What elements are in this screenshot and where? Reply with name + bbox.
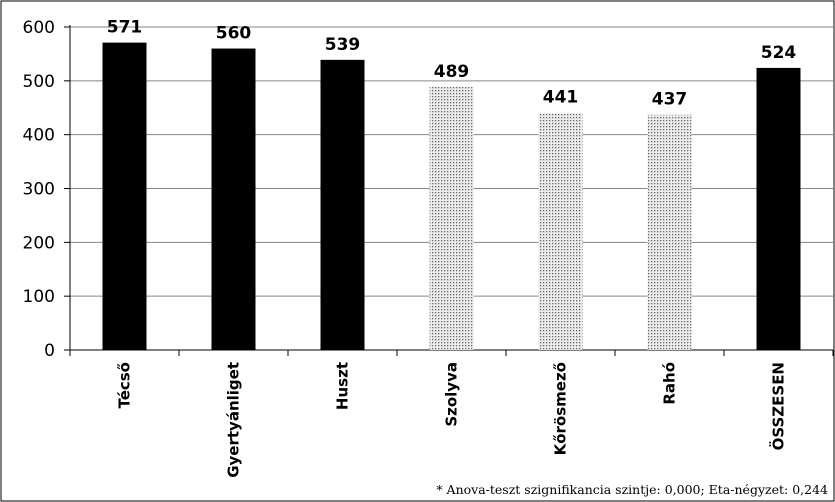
category-label: Kőrösmező	[552, 362, 570, 455]
y-tick-label: 0	[44, 341, 55, 361]
category-label: Szolyva	[443, 362, 461, 427]
bar	[647, 114, 692, 350]
data-label: 524	[761, 43, 797, 63]
category-label: Técső	[116, 362, 134, 409]
gridlines	[70, 26, 833, 297]
y-tick-label: 200	[23, 233, 55, 253]
bar	[211, 48, 256, 351]
data-label: 489	[434, 62, 470, 82]
bar	[102, 42, 147, 351]
bars	[102, 42, 801, 351]
data-label: 441	[543, 88, 579, 108]
bar	[320, 59, 365, 351]
category-label: Rahó	[661, 362, 679, 405]
data-label: 560	[216, 24, 252, 44]
bar	[538, 112, 583, 350]
y-tick-label: 100	[23, 287, 55, 307]
category-label: Huszt	[334, 362, 352, 410]
bar	[756, 67, 801, 350]
category-label: Gyertyánliget	[225, 362, 243, 478]
y-tick-label: 600	[23, 18, 55, 38]
bar	[429, 86, 474, 350]
data-label: 437	[652, 90, 688, 110]
data-label: 571	[107, 18, 143, 38]
y-tick-label: 300	[23, 180, 55, 200]
data-label: 539	[325, 35, 361, 55]
y-tick-label: 400	[23, 126, 55, 146]
footnote: * Anova-teszt szignifikancia szintje: 0,…	[436, 482, 828, 497]
labels: 0 100 200 300 400 500 600 571 Técső 560 Gyertyánli…	[23, 18, 797, 478]
y-tick-label: 500	[23, 72, 55, 92]
category-label: ÖSSZESEN	[769, 362, 788, 450]
